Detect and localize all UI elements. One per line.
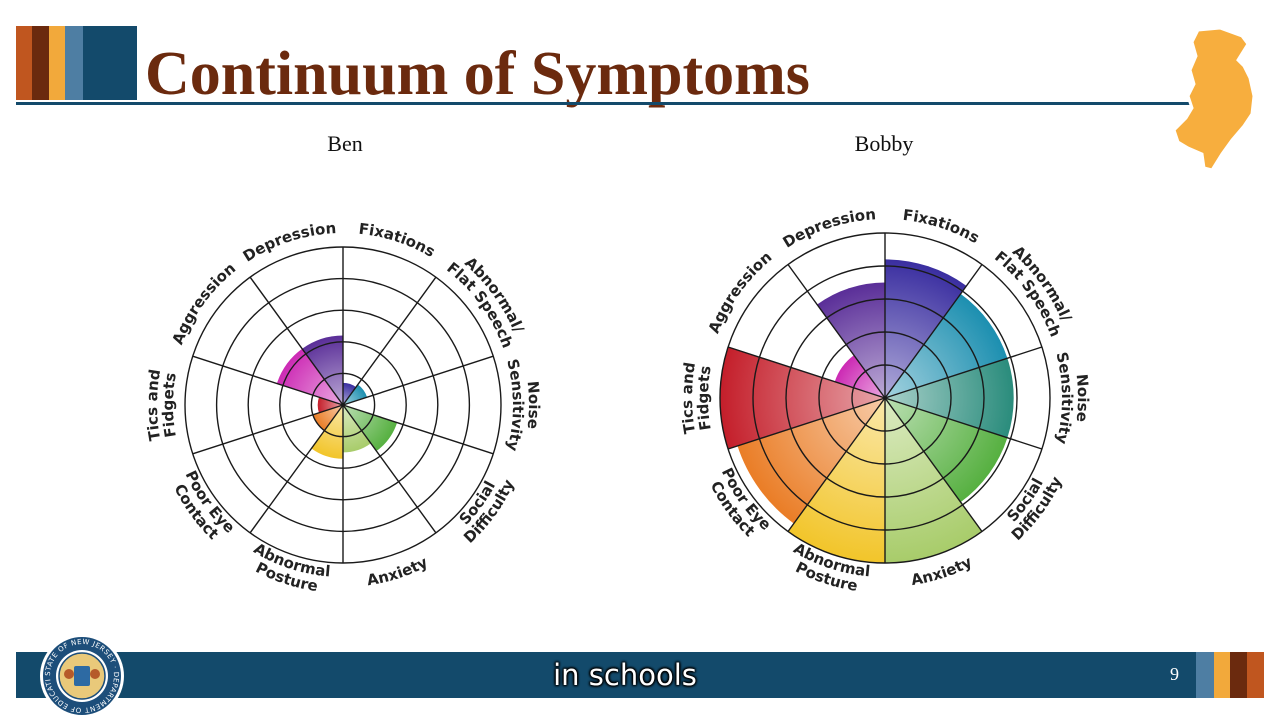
footer-bar [16, 652, 1196, 698]
grid-spoke [342, 355, 494, 406]
category-label-tics-and-fidgets: Tics and [143, 368, 164, 442]
header-stripes [16, 26, 137, 100]
stripe [1230, 652, 1247, 698]
stripe [32, 26, 49, 100]
stripe [16, 26, 32, 100]
wedge-poor-eye-contact [737, 398, 885, 524]
category-label-aggression: Aggression [169, 259, 240, 347]
wedge-poor-eye-contact [312, 405, 343, 431]
grid-spoke [342, 404, 494, 455]
grid-spoke [727, 346, 886, 399]
grid-spoke [787, 264, 886, 399]
category-label-aggression: Aggression [705, 248, 776, 336]
grid-spoke [342, 276, 437, 406]
grid-spoke [884, 397, 983, 532]
wedge-fixations [885, 259, 967, 398]
category-label-noise-sensitivity: Sensitivity [503, 357, 527, 453]
title-underline [16, 102, 1206, 105]
wedge-tics-and-fidgets [720, 347, 885, 449]
wedge-anxiety [343, 405, 371, 453]
wedge-social-difficulty [343, 405, 398, 452]
chart-title-bobby: Bobby [854, 131, 914, 156]
wedge-abnormal-flat-speech [885, 293, 1008, 398]
stripe [1214, 652, 1230, 698]
category-label-fixations: Fixations [902, 206, 983, 247]
grid-spoke [249, 404, 344, 534]
category-label-depression: Depression [780, 205, 877, 251]
grid-spoke [727, 397, 886, 450]
grid-spoke [884, 397, 1043, 450]
slide-title: Continuum of Symptoms [145, 40, 810, 108]
department-of-education-seal-icon: STATE OF NEW JERSEY · DEPARTMENT OF EDUC… [38, 632, 124, 718]
wedge-anxiety [885, 398, 982, 563]
wedge-abnormal-flat-speech [343, 384, 368, 405]
wedge-tics-and-fidgets [317, 397, 343, 413]
chart-title-ben: Ben [327, 131, 363, 156]
category-label-tics-and-fidgets: Tics and [678, 361, 699, 435]
category-label-noise-sensitivity: Noise [524, 380, 543, 430]
grid-spoke [249, 276, 344, 406]
wedge-aggression [276, 348, 343, 405]
stripe [1247, 652, 1264, 698]
stripe [65, 26, 83, 100]
grid-spoke [192, 355, 344, 406]
wedge-abnormal-posture [788, 398, 885, 563]
category-label-noise-sensitivity: Sensitivity [1052, 350, 1076, 446]
grid-spoke [787, 397, 886, 532]
category-label-noise-sensitivity: Noise [1073, 373, 1092, 423]
category-label-depression: Depression [240, 219, 337, 265]
wedge-depression [302, 335, 343, 405]
video-caption: in schools [553, 658, 697, 692]
category-label-tics-and-fidgets: Fidgets [159, 371, 180, 438]
stripe [83, 26, 137, 100]
stripe [1196, 652, 1214, 698]
stripe [49, 26, 65, 100]
grid-spoke [884, 346, 1043, 399]
grid-spoke [884, 264, 983, 399]
category-label-tics-and-fidgets: Fidgets [694, 364, 715, 431]
grid-spoke [342, 404, 437, 534]
wedge-social-difficulty [885, 398, 1008, 503]
new-jersey-map-icon [1172, 26, 1256, 172]
grid-spoke [192, 404, 344, 455]
footer-stripes [1196, 652, 1264, 698]
category-label-anxiety: Anxiety [366, 553, 431, 589]
category-label-fixations: Fixations [358, 220, 439, 261]
page-number: 9 [1170, 664, 1179, 684]
